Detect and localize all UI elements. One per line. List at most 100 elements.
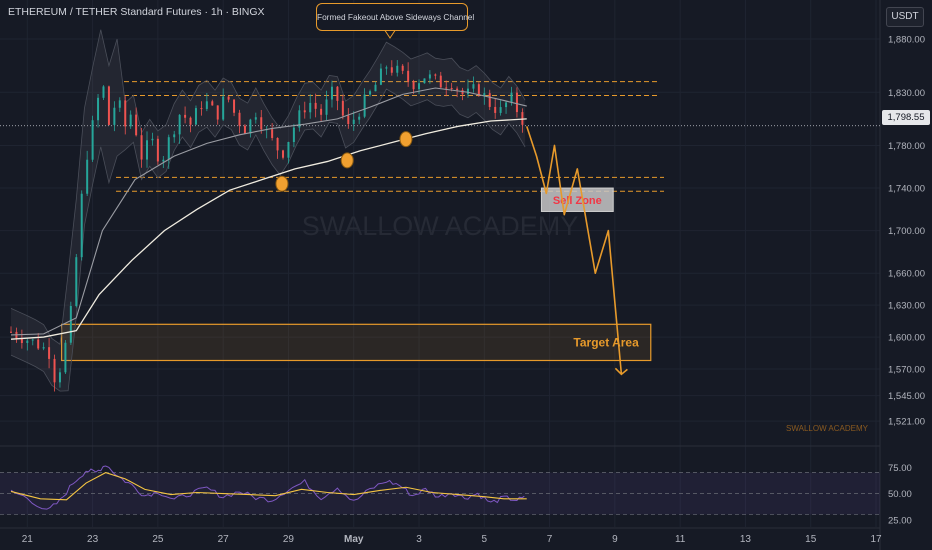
watermark: SWALLOW ACADEMY [302,211,579,241]
time-tick-label: 27 [218,534,230,545]
candle-body [26,340,29,343]
candle-body [58,372,61,383]
candle-body [276,137,279,151]
candle-body [156,138,159,162]
candle-body [200,108,203,110]
bollinger-band [10,29,526,392]
candle-body [445,87,448,89]
candle-body [521,112,524,125]
candle-body [407,70,410,82]
candle-body [434,74,437,76]
candle-body [233,99,236,113]
candle-body [456,88,459,91]
candle-body [505,102,508,108]
touch-point-marker [399,131,413,148]
price-tick-label: 1,630.00 [888,301,925,312]
candle-body [461,90,464,95]
chart-title: ETHEREUM / TETHER Standard Futures · 1h … [8,6,265,18]
candle-body [42,347,45,349]
candle-body [472,84,475,89]
candle-body [178,114,181,135]
candle-body [222,96,225,120]
candle-body [184,114,187,118]
candle-body [488,93,491,107]
candle-body [135,114,138,136]
candle-body [330,86,333,100]
candle-body [347,115,350,124]
time-tick-label: 9 [612,534,618,545]
time-tick-label: 13 [740,534,752,545]
candle-body [69,305,72,343]
projection-layer: Sell Zone [383,28,628,376]
candle-body [75,257,78,306]
candle-body [325,99,328,115]
candle-body [450,88,453,90]
time-tick-label: 25 [152,534,164,545]
time-tick-label: 21 [22,534,34,545]
time-tick-label: 3 [416,534,422,545]
band-lower [10,88,526,392]
candle-body [494,106,497,113]
candle-body [515,92,518,113]
candle-body [314,102,317,109]
candle-body [418,83,421,90]
candle-body [401,65,404,71]
candle-body [396,65,399,73]
candle-body [227,96,230,100]
candle-body [91,120,94,160]
candle-body [102,86,105,98]
candle-body [358,116,361,120]
candle-body [194,108,197,125]
candle-body [146,140,149,160]
candle-body [86,159,89,194]
candle-body [412,81,415,90]
time-tick-label: 15 [805,534,817,545]
candle-body [167,137,170,160]
candle-body [483,93,486,96]
projection-path [525,126,623,375]
candle-body [271,129,274,138]
candle-body [336,86,339,101]
axes-layer: 1,880.00 1,830.00 1,780.00 1,740.00 1,700.00… [22,35,925,545]
candle-body [287,142,290,158]
candle-body [363,94,366,117]
candle-body [173,134,176,138]
candle-body [129,114,132,127]
candle-body [428,74,431,79]
watermark-small: SWALLOW ACADEMY [786,424,869,433]
candles-layer [10,60,524,392]
price-tick-label: 1,830.00 [888,88,925,99]
candle-body [309,102,312,113]
candle-body [140,135,143,160]
candle-body [298,110,301,128]
band-upper [10,29,526,345]
target-area-box [60,323,652,362]
candle-body [466,88,469,95]
price-tick-label: 1,880.00 [888,35,925,46]
band-fill [11,29,526,392]
candle-body [477,84,480,96]
candle-body [113,107,116,125]
candle-body [379,68,382,85]
rsi-tick-label: 50.00 [888,489,912,500]
time-tick-label: 29 [283,534,295,545]
candle-body [10,331,12,333]
rsi-ma-line [10,471,527,501]
rsi-tick-label: 75.00 [888,463,912,474]
moving-averages [10,87,527,340]
candle-body [303,110,306,113]
candle-body [374,84,377,92]
candle-body [320,108,323,115]
candle-body [31,339,34,341]
time-tick-label: 5 [482,534,488,545]
candle-body [189,117,192,125]
candle-body [390,67,393,73]
candle-body [151,138,154,141]
candle-body [216,105,219,120]
price-tick-label: 1,521.00 [888,417,925,428]
currency-button[interactable]: USDT [886,7,924,27]
candle-body [254,117,257,120]
touch-point-marker [275,175,289,192]
candle-body [423,78,426,84]
